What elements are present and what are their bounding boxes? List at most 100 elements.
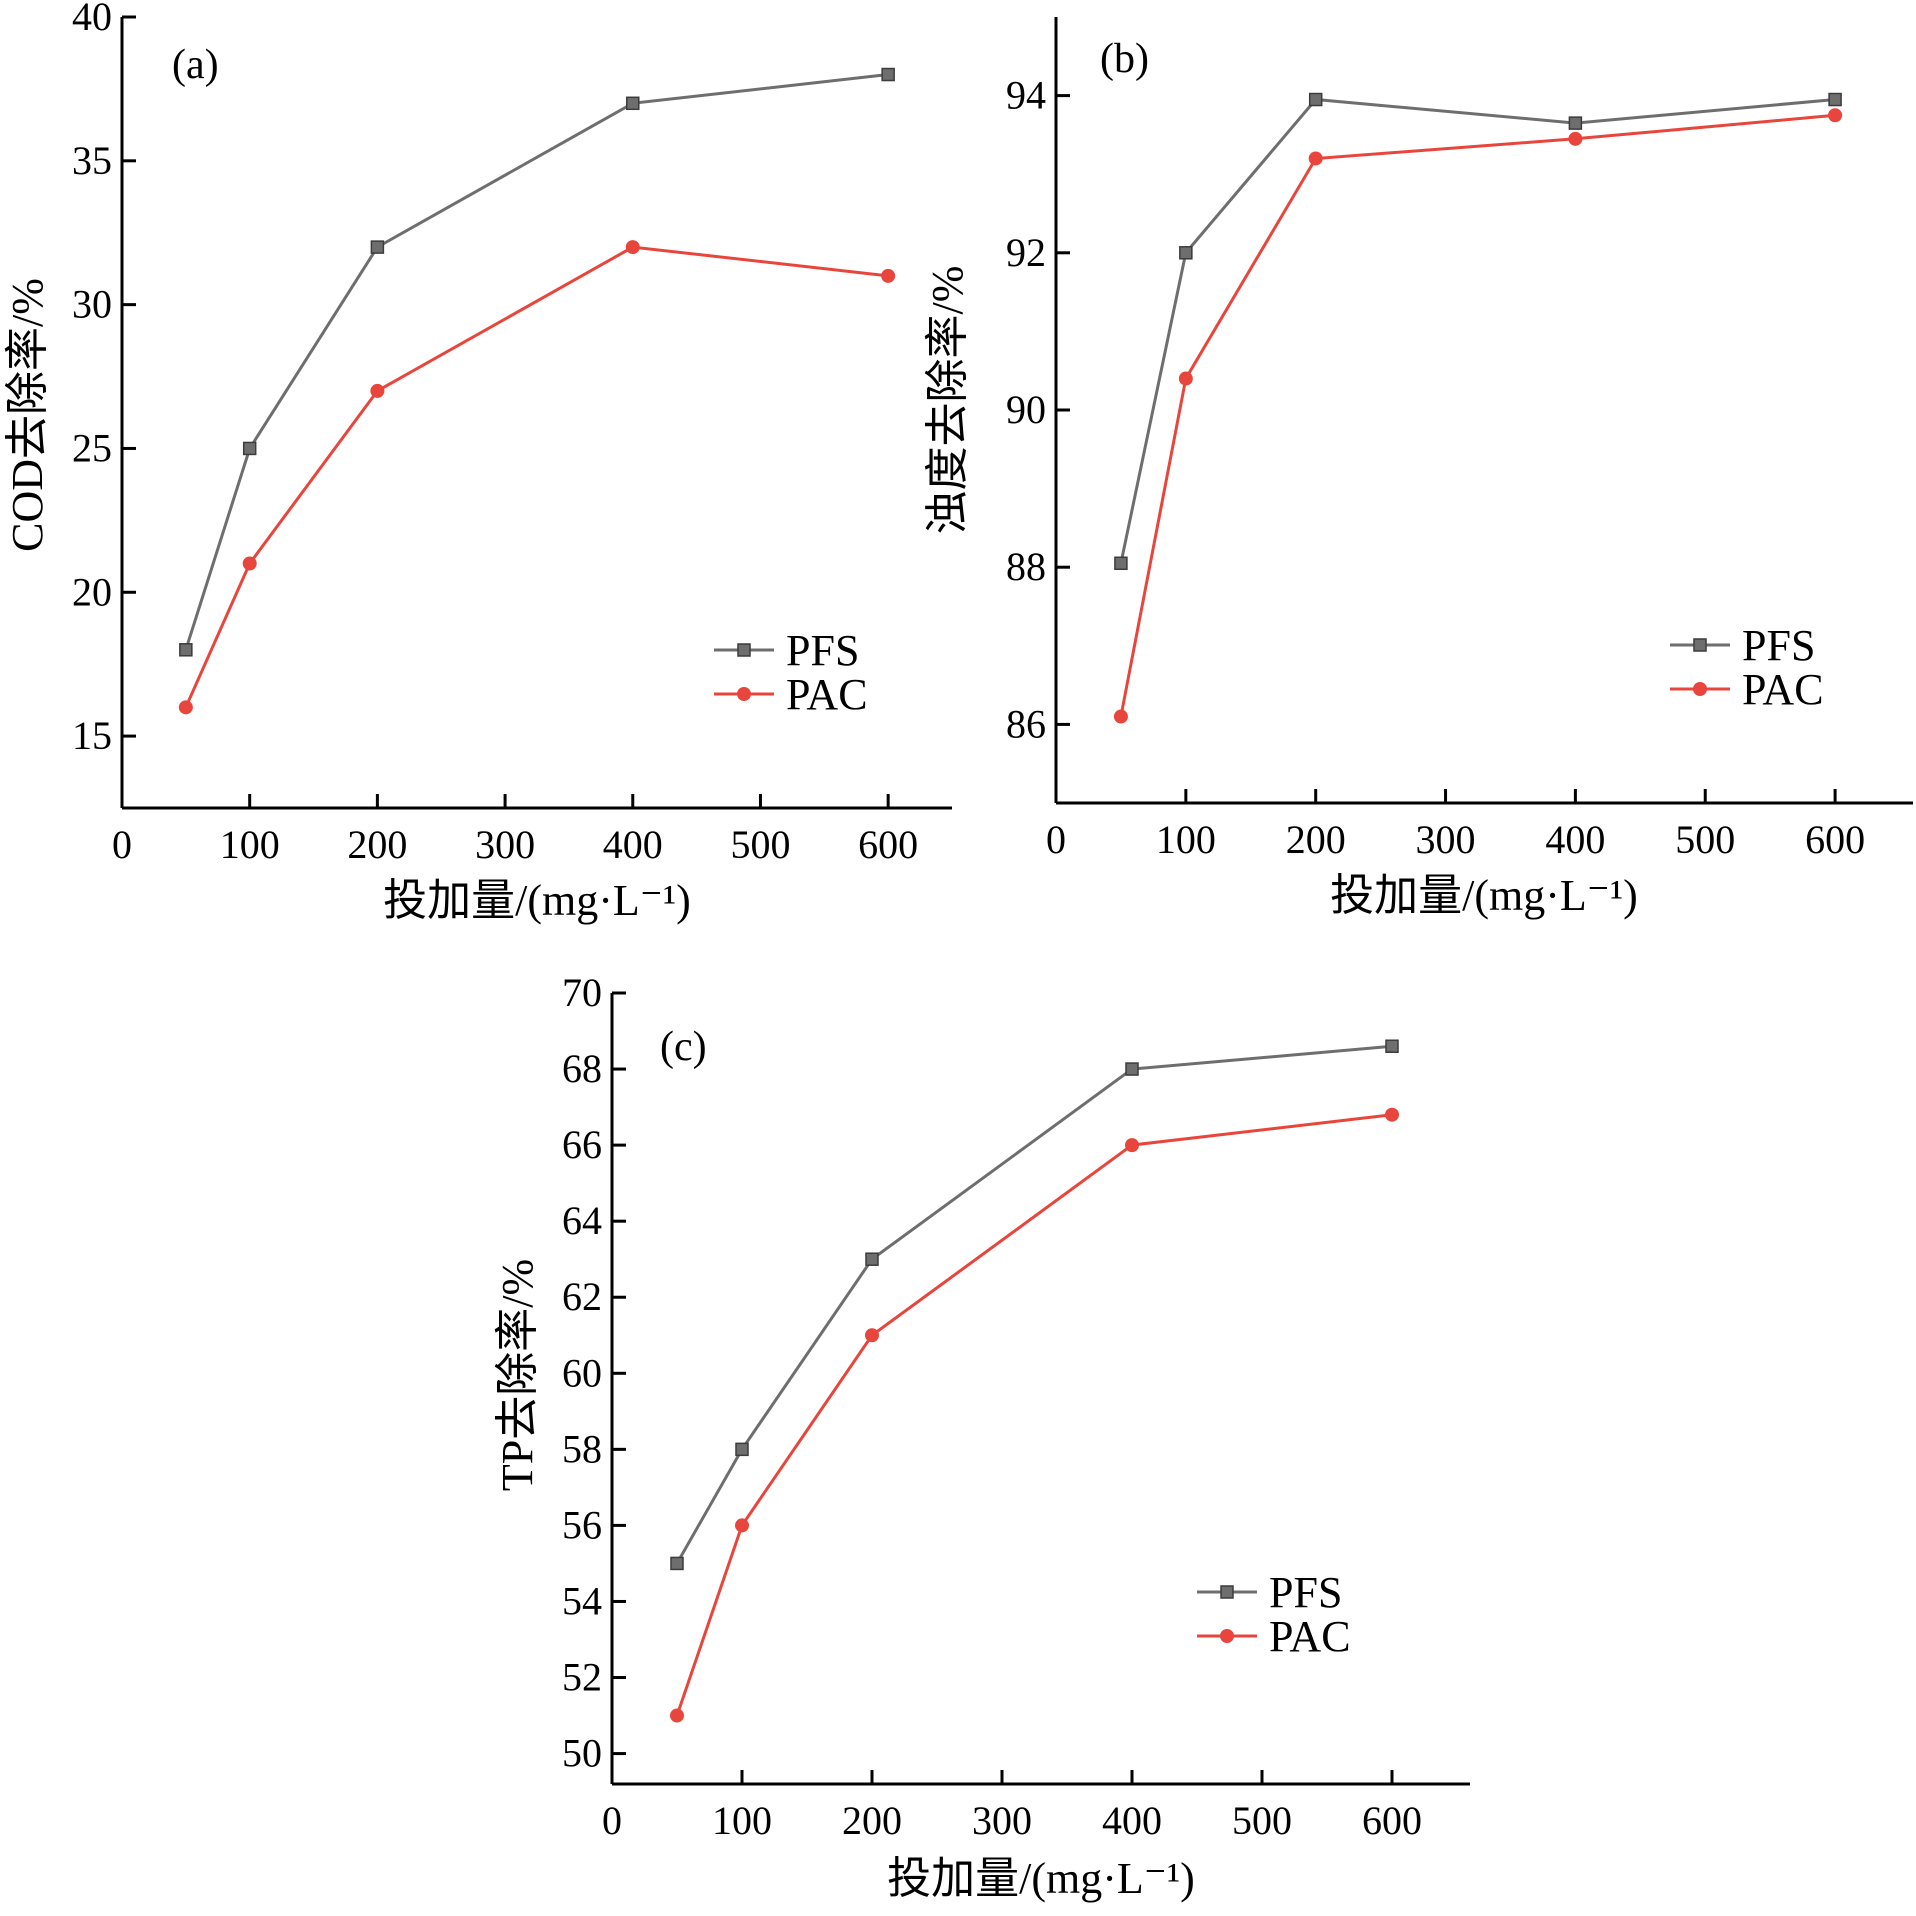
legend-label-pfs: PFS	[1269, 1568, 1342, 1617]
x-tick-label: 600	[1805, 817, 1865, 862]
data-point-pfs	[370, 240, 385, 254]
data-point-pfs	[1114, 556, 1128, 571]
x-tick-label: 400	[603, 822, 663, 867]
y-tick-label: 50	[562, 1731, 602, 1776]
y-tick-label: 70	[562, 970, 602, 1015]
y-tick-label: 52	[562, 1655, 602, 1700]
y-axis-title: 浊度去除率/%	[923, 266, 972, 535]
y-tick-label: 90	[1006, 387, 1046, 432]
data-point-pfs	[735, 1442, 749, 1457]
y-tick-label: 62	[562, 1274, 602, 1319]
legend-label-pfs: PFS	[786, 626, 859, 675]
y-tick-label: 92	[1006, 230, 1046, 275]
series-line-pac	[184, 245, 889, 708]
series-line-pac	[1119, 113, 1836, 717]
x-tick-label: 500	[1675, 817, 1735, 862]
data-point-pfs	[1125, 1062, 1139, 1076]
data-point-pac	[1828, 108, 1843, 123]
data-point-pac	[625, 240, 640, 255]
data-point-pfs	[1568, 116, 1583, 130]
data-point-pfs	[242, 441, 257, 456]
x-tick-label: 0	[1046, 817, 1066, 862]
legend-marker-pfs	[737, 643, 751, 657]
data-point-pac	[242, 556, 257, 571]
x-tick-label: 600	[858, 822, 918, 867]
x-axis-title: 投加量/(mg·L⁻¹)	[1330, 871, 1638, 920]
y-tick-label: 58	[562, 1426, 602, 1471]
x-tick-label: 100	[1156, 817, 1216, 862]
series-line-pfs	[675, 1044, 1393, 1565]
y-tick-label: 15	[72, 713, 112, 758]
y-tick-label: 68	[562, 1046, 602, 1091]
data-point-pfs	[1179, 246, 1193, 260]
y-tick-label: 35	[72, 138, 112, 183]
legend-label-pac: PAC	[1269, 1612, 1351, 1661]
data-point-pfs	[881, 67, 895, 82]
data-point-pac	[178, 700, 193, 715]
x-tick-label: 200	[842, 1798, 902, 1843]
x-tick-label: 300	[475, 822, 535, 867]
legend-marker-pfs	[1693, 638, 1707, 652]
x-axis-title: 投加量/(mg·L⁻¹)	[887, 1854, 1195, 1903]
y-tick-label: 88	[1006, 544, 1046, 589]
data-point-pfs	[179, 643, 193, 657]
data-point-pfs	[1308, 92, 1323, 107]
series-line-pfs	[1119, 97, 1836, 564]
x-tick-label: 500	[730, 822, 790, 867]
data-point-pfs	[626, 96, 640, 111]
data-point-pac	[1308, 151, 1323, 166]
data-point-pac	[1178, 371, 1193, 386]
y-tick-label: 20	[72, 569, 112, 614]
y-tick-label: 40	[72, 0, 112, 39]
y-axis-title: COD去除率/%	[3, 278, 52, 552]
legend-label-pac: PAC	[786, 670, 868, 719]
data-point-pac	[1568, 131, 1583, 146]
x-tick-label: 0	[112, 822, 132, 867]
data-point-pac	[735, 1518, 749, 1533]
y-tick-label: 54	[562, 1578, 602, 1623]
x-tick-label: 300	[1416, 817, 1476, 862]
y-tick-label: 56	[562, 1502, 602, 1547]
chart-panel-2: 0 100 200 300 400 500 600 86 88 90 92 94 (b) 投加量/(mg·…	[923, 17, 1913, 920]
data-point-pac	[370, 383, 385, 398]
legend-label-pfs: PFS	[1742, 621, 1815, 670]
chart-panel-1: 0 100 200 300 400 500 600 15 20 25 30 35 40 (a) 投加量/(m…	[3, 0, 952, 925]
y-tick-label: 66	[562, 1122, 602, 1167]
x-tick-label: 200	[1286, 817, 1346, 862]
x-tick-label: 400	[1545, 817, 1605, 862]
series-line-pfs	[184, 73, 889, 651]
y-tick-label: 94	[1006, 73, 1046, 118]
data-point-pfs	[865, 1252, 879, 1266]
x-tick-label: 100	[712, 1798, 772, 1843]
data-point-pac	[1385, 1107, 1399, 1122]
legend-marker-pac	[1693, 682, 1707, 696]
data-point-pfs	[1385, 1039, 1399, 1053]
legend-marker-pac	[737, 687, 751, 701]
chart-panel-3: 0 100 200 300 400 500 600 50 52 54 56 58 60 62 64 66 68 7…	[493, 970, 1470, 1903]
x-tick-label: 600	[1362, 1798, 1422, 1843]
legend-marker-pac	[1220, 1629, 1234, 1643]
x-tick-label: 0	[602, 1798, 622, 1843]
data-point-pfs	[1828, 92, 1842, 107]
y-axis-title: TP去除率/%	[493, 1259, 542, 1491]
legend-marker-pfs	[1220, 1585, 1234, 1599]
data-point-pac	[1113, 709, 1128, 724]
data-point-pac	[865, 1328, 879, 1343]
x-tick-label: 200	[347, 822, 407, 867]
y-tick-label: 60	[562, 1350, 602, 1395]
x-tick-label: 100	[220, 822, 280, 867]
y-tick-label: 86	[1006, 701, 1046, 746]
legend-label-pac: PAC	[1742, 665, 1824, 714]
x-tick-label: 500	[1232, 1798, 1292, 1843]
panel-label: (c)	[660, 1024, 707, 1070]
y-tick-label: 30	[72, 282, 112, 327]
x-axis-title: 投加量/(mg·L⁻¹)	[383, 876, 691, 925]
data-point-pac	[1125, 1138, 1139, 1153]
data-point-pfs	[670, 1556, 684, 1571]
data-point-pac	[881, 268, 896, 283]
data-point-pac	[670, 1708, 684, 1723]
